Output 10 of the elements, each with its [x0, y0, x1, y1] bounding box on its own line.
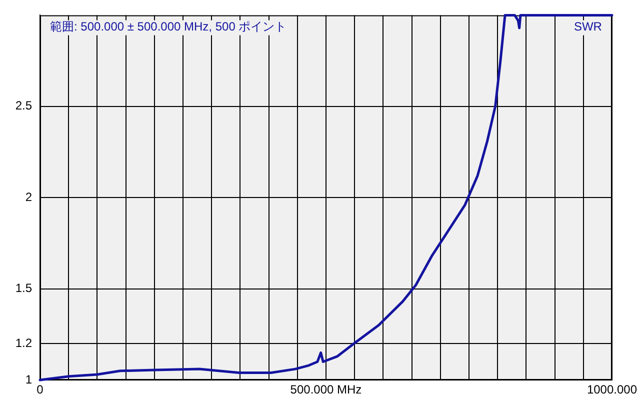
- series-label: SWR: [574, 20, 602, 34]
- y-tick-label: 2.5: [15, 98, 32, 113]
- x-tick-label: 0: [36, 382, 44, 397]
- y-tick-label: 2: [25, 190, 32, 204]
- x-tick-label: 500.000 MHz: [290, 382, 362, 397]
- y-tick-label: 1: [25, 372, 32, 386]
- annotation: 範囲: 500.000 ± 500.000 MHz, 500 ポイント: [50, 20, 287, 34]
- y-tick-label: 1.5: [15, 281, 32, 296]
- x-tick-label: 1000.000: [586, 382, 638, 397]
- y-tick-label: 1.2: [15, 336, 32, 350]
